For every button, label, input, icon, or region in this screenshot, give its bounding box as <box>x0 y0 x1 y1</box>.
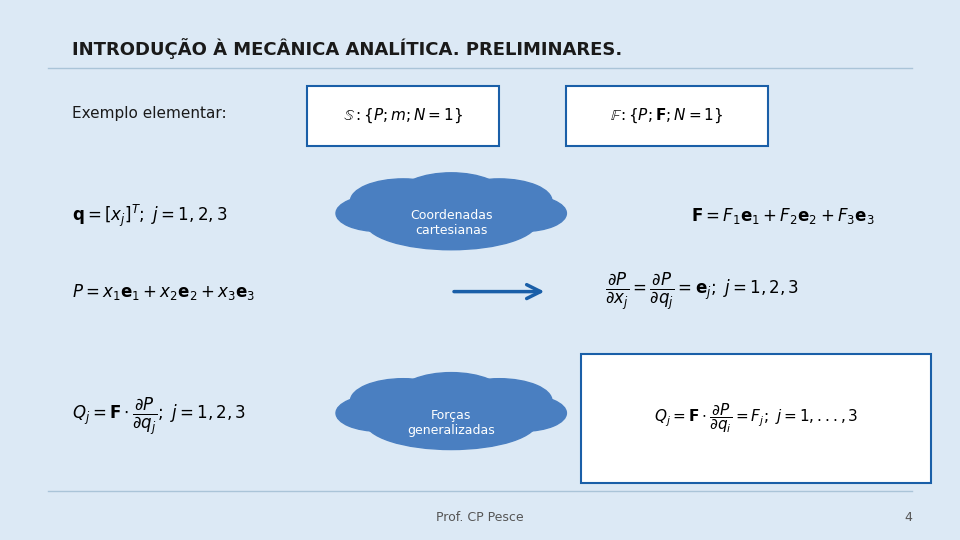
Ellipse shape <box>480 195 566 232</box>
Ellipse shape <box>336 395 422 431</box>
Text: Prof. CP Pesce: Prof. CP Pesce <box>436 511 524 524</box>
FancyBboxPatch shape <box>581 354 931 483</box>
Ellipse shape <box>350 179 456 224</box>
Ellipse shape <box>480 395 566 431</box>
FancyBboxPatch shape <box>307 86 499 146</box>
Text: $\mathbb{F}:\{P; \mathbf{F}; N=1\}$: $\mathbb{F}:\{P; \mathbf{F}; N=1\}$ <box>611 107 724 125</box>
Text: Forças
generalizadas: Forças generalizadas <box>407 409 495 437</box>
Ellipse shape <box>336 195 422 232</box>
Text: $Q_j = \mathbf{F} \cdot \dfrac{\partial P}{\partial q_i} = F_j; \ j=1,...,3$: $Q_j = \mathbf{F} \cdot \dfrac{\partial … <box>654 402 858 435</box>
Text: $Q_j = \mathbf{F} \cdot \dfrac{\partial P}{\partial q_j}; \ j=1,2,3$: $Q_j = \mathbf{F} \cdot \dfrac{\partial … <box>72 395 246 436</box>
Text: 4: 4 <box>904 511 912 524</box>
Text: $\mathbf{F} = F_1\mathbf{e}_1 + F_2\mathbf{e}_2 + F_3\mathbf{e}_3$: $\mathbf{F} = F_1\mathbf{e}_1 + F_2\math… <box>691 206 875 226</box>
Text: Coordenadas
cartesianas: Coordenadas cartesianas <box>410 210 492 238</box>
FancyBboxPatch shape <box>566 86 768 146</box>
Ellipse shape <box>365 193 538 250</box>
Text: $P = x_1\mathbf{e}_1 + x_2\mathbf{e}_2 + x_3\mathbf{e}_3$: $P = x_1\mathbf{e}_1 + x_2\mathbf{e}_2 +… <box>72 281 255 302</box>
Ellipse shape <box>446 379 552 423</box>
Text: Exemplo elementar:: Exemplo elementar: <box>72 106 227 121</box>
Text: INTRODUÇÃO À MECÂNICA ANALÍTICA. PRELIMINARES.: INTRODUÇÃO À MECÂNICA ANALÍTICA. PRELIMI… <box>72 38 622 59</box>
Ellipse shape <box>365 393 538 449</box>
Ellipse shape <box>398 373 504 417</box>
Ellipse shape <box>350 379 456 423</box>
Text: $\mathbb{S}:\{P; m; N=1\}$: $\mathbb{S}:\{P; m; N=1\}$ <box>343 107 464 125</box>
Ellipse shape <box>398 173 504 217</box>
Ellipse shape <box>446 179 552 224</box>
Text: $\mathbf{q} = \left[x_j\right]^T; \ j=1,2,3$: $\mathbf{q} = \left[x_j\right]^T; \ j=1,… <box>72 203 228 229</box>
Text: $\dfrac{\partial P}{\partial x_j} = \dfrac{\partial P}{\partial q_j} = \mathbf{e: $\dfrac{\partial P}{\partial x_j} = \dfr… <box>605 271 799 312</box>
